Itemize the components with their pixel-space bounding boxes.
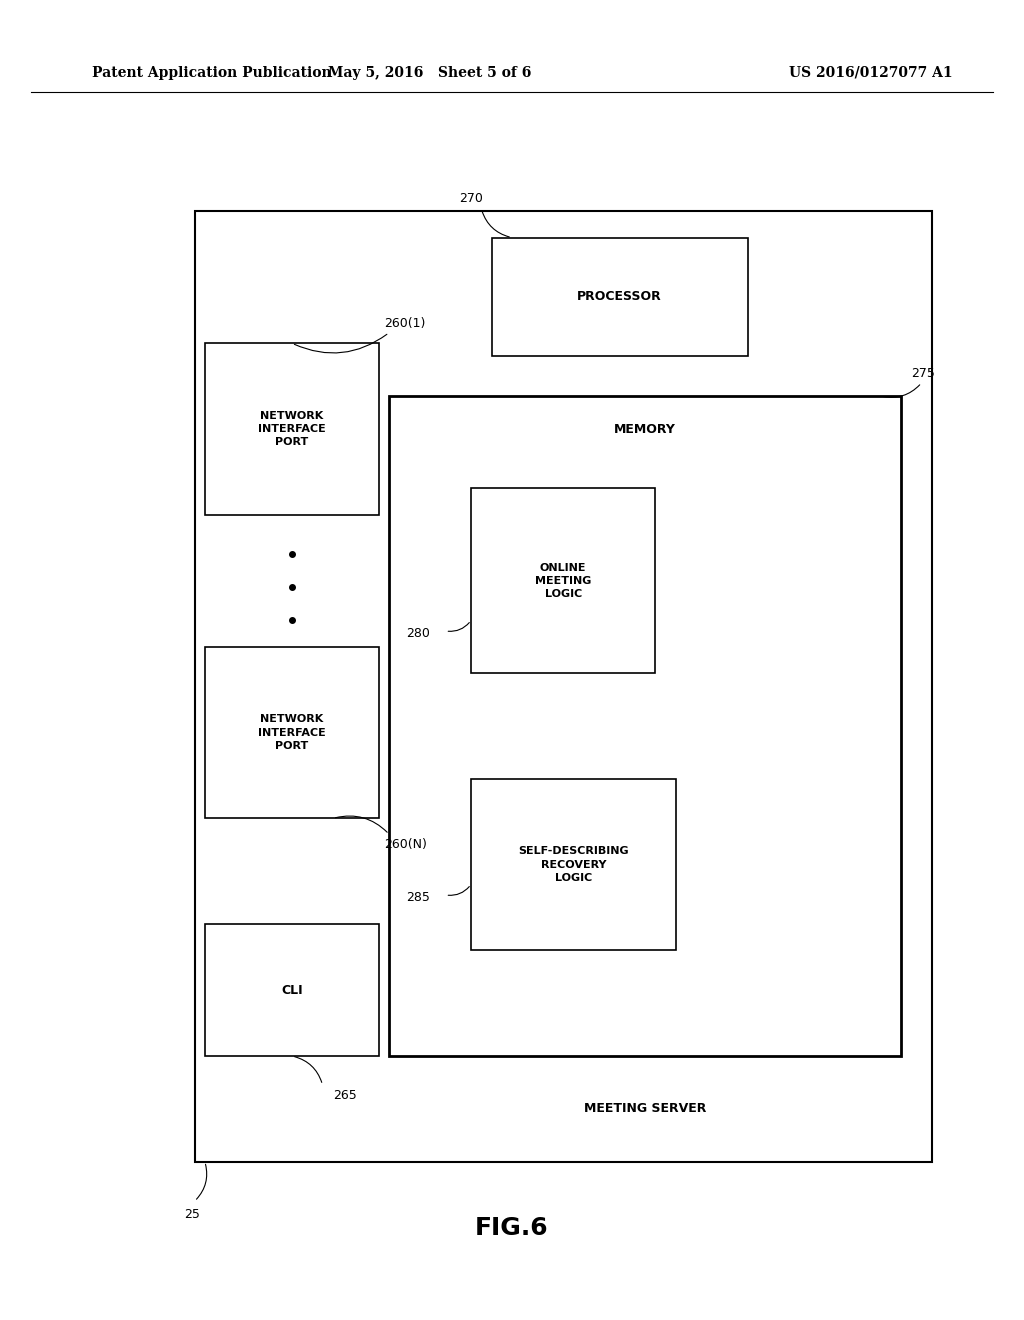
FancyBboxPatch shape: [471, 779, 676, 950]
Text: MEETING SERVER: MEETING SERVER: [584, 1102, 707, 1115]
Text: 285: 285: [407, 891, 430, 904]
Text: 25: 25: [184, 1208, 201, 1221]
Text: 280: 280: [407, 627, 430, 640]
Text: PROCESSOR: PROCESSOR: [578, 290, 662, 304]
Text: May 5, 2016   Sheet 5 of 6: May 5, 2016 Sheet 5 of 6: [329, 66, 531, 79]
Text: 270: 270: [459, 191, 483, 205]
Text: FIG.6: FIG.6: [475, 1216, 549, 1239]
FancyBboxPatch shape: [205, 924, 379, 1056]
Text: US 2016/0127077 A1: US 2016/0127077 A1: [788, 66, 952, 79]
Text: NETWORK
INTERFACE
PORT: NETWORK INTERFACE PORT: [258, 714, 326, 751]
FancyBboxPatch shape: [205, 647, 379, 818]
FancyBboxPatch shape: [492, 238, 748, 356]
Text: NETWORK
INTERFACE
PORT: NETWORK INTERFACE PORT: [258, 411, 326, 447]
Text: 275: 275: [911, 367, 935, 380]
Text: CLI: CLI: [281, 983, 303, 997]
Text: SELF-DESCRIBING
RECOVERY
LOGIC: SELF-DESCRIBING RECOVERY LOGIC: [518, 846, 629, 883]
Text: MEMORY: MEMORY: [614, 422, 676, 436]
Text: ONLINE
MEETING
LOGIC: ONLINE MEETING LOGIC: [535, 562, 592, 599]
Text: 265: 265: [333, 1089, 356, 1102]
Text: 260(N): 260(N): [384, 838, 427, 851]
Text: Patent Application Publication: Patent Application Publication: [92, 66, 332, 79]
Text: 260(1): 260(1): [384, 317, 425, 330]
FancyBboxPatch shape: [205, 343, 379, 515]
FancyBboxPatch shape: [389, 396, 901, 1056]
FancyBboxPatch shape: [195, 211, 932, 1162]
FancyBboxPatch shape: [471, 488, 655, 673]
